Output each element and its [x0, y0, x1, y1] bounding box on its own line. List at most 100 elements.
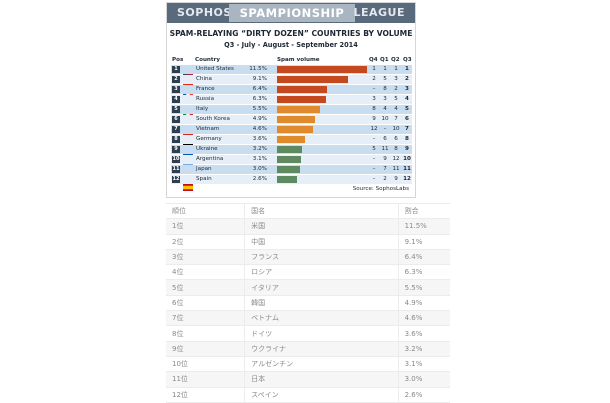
country-label: Argentina: [196, 156, 224, 162]
table-cell: 9位: [166, 340, 246, 357]
position-badge: 5: [172, 106, 180, 113]
league-banner: SOPHOS SPAMPIONSHIP LEAGUE: [167, 3, 415, 23]
rank-q2: 10: [392, 126, 400, 132]
table-row: 12位 スペイン 2.6%: [166, 386, 450, 403]
ar-flag-icon: [183, 156, 193, 171]
table-cell: 3.6%: [398, 325, 450, 342]
rank-q1: 8: [383, 86, 387, 92]
table-cell: 6位: [166, 294, 246, 312]
rank-q3: 6: [405, 116, 409, 122]
spam-volume-bar: [277, 156, 302, 163]
country-label: Spain: [196, 176, 212, 182]
rank-q1: 2: [383, 176, 387, 182]
spam-chart-card: SOPHOS SPAMPIONSHIP LEAGUE SPAM-RELAYING…: [166, 2, 416, 198]
country-label: France: [196, 86, 215, 92]
chart-title: SPAM-RELAYING “DIRTY DOZEN” COUNTRIES BY…: [169, 29, 413, 38]
banner-right-label: LEAGUE: [353, 6, 405, 19]
chart-row: 10 Argentina 3.1% –9 12 10: [171, 155, 412, 171]
percent-label: 3.6%: [252, 136, 267, 142]
table-row: 9位 ウクライナ 3.2%: [166, 340, 450, 357]
rank-q2: 12: [392, 156, 400, 162]
rank-q4: 3: [372, 96, 376, 102]
us-flag-icon: [183, 66, 193, 81]
de-flag-icon: [183, 136, 193, 151]
table-row: 5位 イタリア 5.5%: [166, 279, 450, 296]
table-row: 4位 ロシア 6.3%: [166, 264, 450, 281]
table-row: 10位 アルゼンチン 3.1%: [166, 355, 450, 373]
table-cell: 韓国: [244, 294, 399, 312]
percent-label: 6.4%: [252, 86, 267, 92]
country-label: United States: [196, 66, 234, 72]
percent-label: 6.3%: [252, 96, 267, 102]
spam-volume-bar: [277, 136, 306, 143]
table-row: 11位 日本 3.0%: [166, 371, 450, 388]
table-cell: 3位: [166, 248, 246, 266]
banner-center-label: SPAMPIONSHIP: [229, 4, 355, 22]
rank-q2: 11: [392, 166, 400, 172]
rank-q3: 9: [405, 146, 409, 152]
header-q1: Q1: [380, 57, 389, 63]
table-cell: 6.4%: [398, 248, 450, 266]
table-cell: 7位: [166, 310, 246, 327]
chart-row: 5 Italy 5.5% 8 4 4 5: [171, 105, 412, 121]
spam-volume-bar: [277, 86, 328, 93]
table-row: 8位 ドイツ 3.6%: [166, 325, 450, 342]
chart-row: 4 Russia 6.3% 3 3 5 4: [171, 95, 412, 111]
rank-q3: 5: [405, 106, 409, 112]
kr-flag-icon: [183, 116, 193, 131]
position-badge: 9: [172, 146, 180, 153]
percent-label: 2.6%: [252, 176, 267, 182]
chart-row: 6 South Korea 4.9% 9 10 7 6: [171, 115, 412, 131]
header-q2: Q2: [391, 57, 400, 63]
table-cell: スペイン: [244, 386, 399, 403]
table-cell: 2位: [166, 233, 246, 250]
chart-row: 2 China 9.1% 2 5 3 2: [171, 75, 412, 91]
percent-label: 3.0%: [252, 166, 267, 172]
chart-subtitle: Q3 - July - August - September 2014: [224, 41, 358, 49]
percent-label: 3.2%: [252, 146, 267, 152]
ranking-table: 順位 国名 割合 1位 米国 11.5% 2位 中国 9.1% 3位 フランス 6.4% 4位 ロシア 6.…: [166, 202, 450, 403]
percent-label: 4.6%: [252, 126, 267, 132]
table-row: 1位 米国 11.5%: [166, 218, 450, 235]
spam-volume-bar: [277, 106, 321, 113]
spam-volume-bar: [277, 146, 303, 153]
rank-q2: 1: [394, 66, 398, 72]
table-cell: 9.1%: [398, 233, 450, 250]
country-label: Russia: [196, 96, 214, 102]
rank-q2: 2: [394, 86, 398, 92]
percent-label: 4.9%: [252, 116, 267, 122]
table-cell: 10位: [166, 355, 246, 373]
table-cell: 3.2%: [398, 340, 450, 357]
percent-label: 9.1%: [252, 76, 267, 82]
rank-q4: 12: [370, 126, 378, 132]
chart-row: 8 Germany 3.6% – 6 6 8: [171, 135, 412, 151]
table-cell: 4位: [166, 264, 246, 281]
rank-q3: 3: [405, 86, 409, 92]
table-cell: 中国: [244, 233, 399, 250]
percent-label: 11.5%: [249, 66, 267, 72]
header-pos: Pos: [172, 57, 184, 63]
country-label: Japan: [196, 166, 212, 172]
table-header-cell: 国名: [244, 202, 399, 220]
table-cell: 1位: [166, 218, 246, 235]
table-header-cell: 順位: [166, 202, 246, 220]
jp-flag-icon: [183, 166, 193, 181]
rank-q4: 2: [372, 76, 376, 82]
rank-q3: 4: [405, 96, 409, 102]
table-cell: 3.1%: [398, 355, 450, 373]
rank-q3: 11: [403, 166, 411, 172]
table-cell: 5位: [166, 279, 246, 296]
banner-left-label: SOPHOS: [177, 6, 232, 19]
percent-label: 3.1%: [252, 156, 267, 162]
rank-q4: –: [372, 86, 376, 92]
rank-q1: 11: [381, 146, 389, 152]
rank-q4: 1: [372, 66, 376, 72]
rank-q2: 8: [394, 146, 398, 152]
position-badge: 12: [172, 176, 180, 183]
rank-q2: 3: [394, 76, 398, 82]
table-cell: 12位: [166, 386, 246, 403]
rank-q1: 9: [383, 156, 387, 162]
rank-q2: 6: [394, 136, 398, 142]
rank-q3: 2: [405, 76, 409, 82]
rank-q1: 1: [383, 66, 387, 72]
